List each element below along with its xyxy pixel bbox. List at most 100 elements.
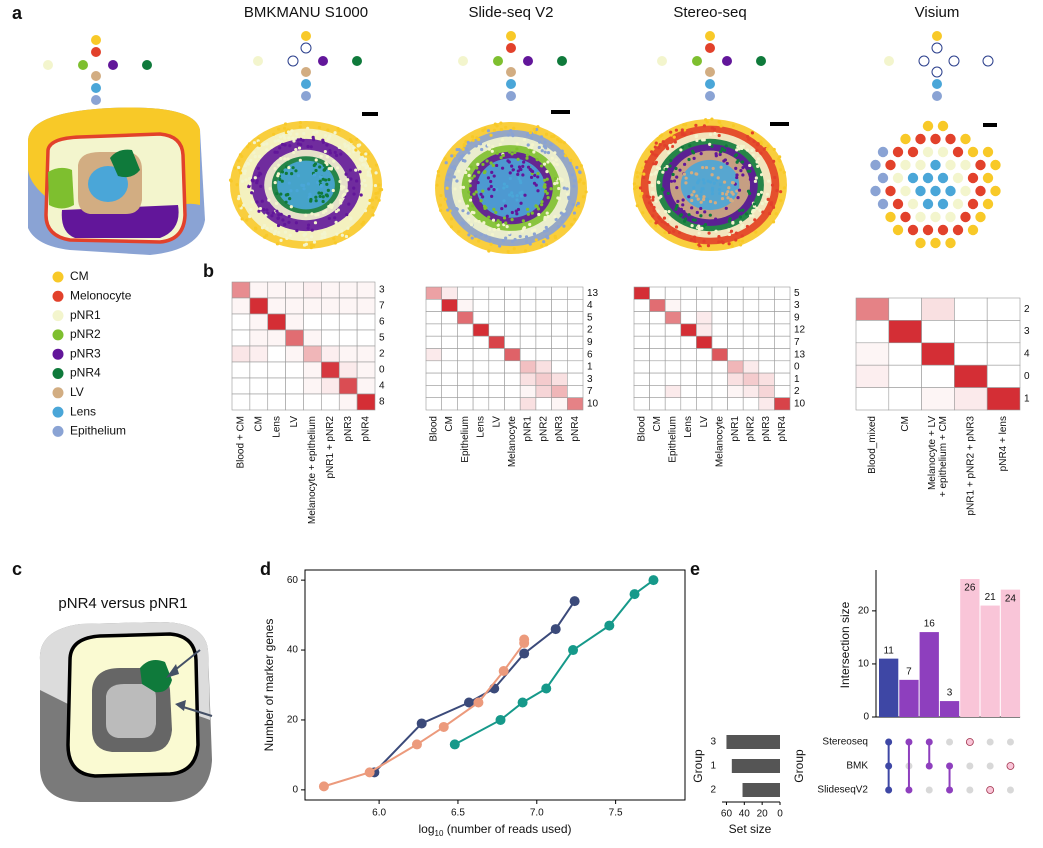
spot [272, 232, 277, 236]
spot [325, 182, 329, 186]
heat-cell [267, 393, 286, 411]
heat-cell [425, 385, 442, 398]
spot [682, 172, 687, 176]
heat-cell [231, 281, 251, 299]
legend-swatch [52, 310, 64, 322]
matrix-dot [905, 738, 913, 746]
spot [699, 214, 703, 218]
matrix-dot [1006, 762, 1015, 770]
spot [663, 221, 667, 225]
spot [508, 171, 512, 175]
visium-spot [900, 185, 911, 197]
cell-type-dot [287, 55, 299, 67]
data-point [463, 697, 474, 708]
heat-cell [921, 320, 955, 344]
spot [368, 198, 372, 203]
spot [735, 175, 739, 180]
bar [899, 679, 919, 717]
heat-cell [303, 329, 322, 347]
heat-cell [986, 342, 1021, 366]
visium-spot [960, 185, 971, 197]
spot [277, 163, 281, 167]
panel-letter: d [260, 559, 271, 579]
legend-label: Melonocyte [70, 288, 132, 302]
heat-cell [921, 387, 955, 411]
spot [483, 170, 487, 174]
heat-cell [986, 364, 1021, 388]
spot [736, 196, 740, 200]
spot [544, 243, 548, 247]
spot [516, 172, 520, 177]
spot [450, 154, 454, 158]
spot [750, 210, 755, 214]
spot [667, 209, 671, 214]
spot [532, 150, 536, 154]
visium-spot [885, 211, 896, 223]
spot [735, 189, 739, 193]
visium-spot [937, 120, 949, 132]
spot [652, 205, 656, 210]
spot [528, 131, 533, 135]
cell-type-dot [506, 91, 516, 101]
comparison-schematic [39, 622, 213, 802]
spot [731, 181, 735, 185]
spot [275, 191, 279, 196]
spot [712, 181, 716, 185]
spot [690, 193, 694, 197]
spot [555, 162, 559, 167]
heat-cell [633, 323, 650, 337]
cell-type-dot [982, 55, 994, 67]
column-label: Blood + CM [236, 416, 247, 469]
spot [691, 218, 696, 222]
spot [330, 205, 334, 209]
spot [683, 133, 687, 137]
visium-spot [945, 133, 956, 145]
data-point [604, 620, 615, 631]
column-label: LV [289, 416, 300, 428]
spot [337, 145, 341, 150]
legend-label: pNR1 [70, 308, 101, 322]
spot [562, 186, 566, 190]
spot [724, 144, 728, 148]
set-size-bar [742, 783, 780, 797]
spot [322, 163, 326, 167]
spot [759, 151, 763, 155]
heat-cell [231, 329, 251, 347]
spot [694, 134, 699, 138]
spot [638, 186, 643, 190]
spot [734, 238, 738, 242]
spot [271, 211, 275, 215]
spot [477, 170, 481, 174]
spot [651, 195, 655, 199]
spot [360, 156, 365, 160]
value-label: 7 [906, 666, 912, 677]
heat-cell [504, 311, 521, 325]
heat-cell [303, 393, 322, 411]
spot [660, 220, 664, 224]
heat-cell [231, 297, 251, 315]
heat-cell [457, 286, 474, 300]
heat-cell [727, 286, 744, 300]
spot [584, 190, 588, 194]
spot [490, 194, 494, 199]
matrix-dot-empty [1006, 738, 1014, 746]
spot [469, 165, 473, 169]
spot [651, 152, 655, 156]
value-label: 3 [947, 688, 953, 699]
spot [490, 170, 494, 175]
spot [464, 170, 468, 175]
spot [247, 176, 252, 181]
matrix-dot-empty [966, 786, 974, 794]
spot [249, 158, 253, 163]
spot [290, 129, 294, 133]
spot [510, 152, 514, 156]
spot [281, 218, 285, 222]
heat-cell [472, 372, 490, 386]
heat-cell [303, 345, 322, 363]
heat-cell [285, 377, 304, 395]
spot [582, 181, 586, 185]
spot [500, 166, 505, 170]
spot [455, 207, 459, 211]
heat-cell [727, 360, 744, 374]
spot [324, 178, 328, 182]
